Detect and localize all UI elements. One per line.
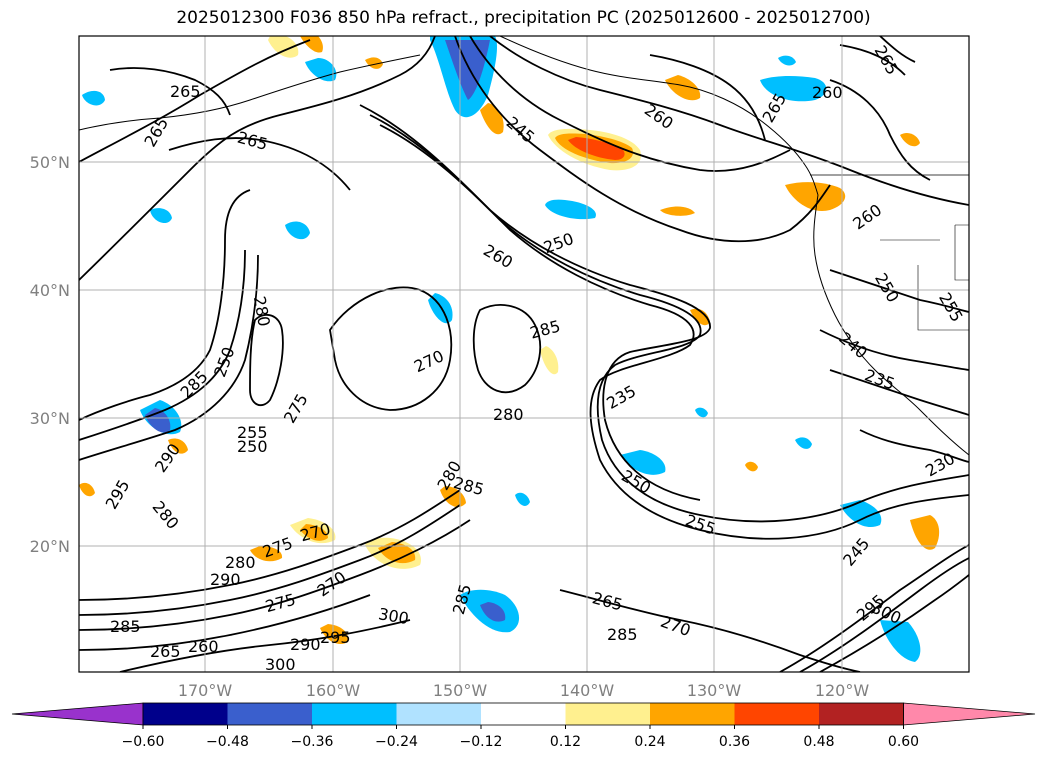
colorbar-tick-label: 0.12 <box>550 734 581 750</box>
colorbar-tick-label: −0.24 <box>375 734 418 750</box>
contour-label: 295 <box>320 628 351 647</box>
colorbar-swatch <box>650 703 735 725</box>
map-title: 2025012300 F036 850 hPa refract., precip… <box>176 8 871 28</box>
contour-label: 290 <box>290 635 321 654</box>
contour-label: 265 <box>170 82 201 101</box>
colorbar-swatch <box>481 703 566 725</box>
lon-label: 120°W <box>815 681 870 700</box>
lon-label: 170°W <box>178 681 233 700</box>
colorbar-tick-label: 0.36 <box>719 734 750 750</box>
contour-label: 250 <box>237 437 268 456</box>
lat-label: 30°N <box>30 409 70 428</box>
lat-label: 40°N <box>30 281 70 300</box>
colorbar-swatch <box>227 703 312 725</box>
colorbar-swatch <box>312 703 397 725</box>
contour-label: 260 <box>188 637 219 656</box>
map-frame <box>78 35 970 673</box>
colorbar-swatch <box>396 703 481 725</box>
longitude-labels: 170°W 160°W 150°W 140°W 130°W 120°W <box>178 681 870 700</box>
colorbar-swatch <box>565 703 650 725</box>
colorbar-tick-label: −0.60 <box>122 734 165 750</box>
lon-label: 140°W <box>560 681 615 700</box>
colorbar-tick-label: −0.36 <box>291 734 334 750</box>
refractivity-contours <box>79 36 969 672</box>
lat-label: 20°N <box>30 537 70 556</box>
colorbar-extend-min <box>11 702 144 726</box>
colorbar-swatch <box>143 703 228 725</box>
contour-label: 285 <box>607 625 638 644</box>
colorbar-tick-label: 0.24 <box>634 734 665 750</box>
contour-label: 290 <box>210 570 241 589</box>
lon-label: 150°W <box>433 681 488 700</box>
contour-label: 300 <box>265 655 296 674</box>
graticule <box>79 36 969 672</box>
latitude-labels: 50°N 40°N 30°N 20°N <box>30 153 70 556</box>
colorbar-extend-max <box>903 702 1036 726</box>
contour-label: 285 <box>110 617 141 636</box>
contour-label: 280 <box>493 405 524 424</box>
colorbar: −0.60 −0.48 −0.36 −0.24 −0.12 0.12 0.24 0.36 0.4… <box>11 702 1036 750</box>
colorbar-tick-label: 0.60 <box>888 734 919 750</box>
contour-label: 255 <box>237 423 268 442</box>
lon-label: 160°W <box>306 681 361 700</box>
colorbar-swatch <box>819 703 904 725</box>
colorbar-tick-label: −0.48 <box>206 734 249 750</box>
contour-label: 280 <box>225 553 256 572</box>
colorbar-swatch <box>734 703 819 725</box>
coastlines <box>79 36 969 456</box>
lat-label: 50°N <box>30 153 70 172</box>
contour-label: 265 <box>150 642 181 661</box>
contour-label: 260 <box>812 83 843 102</box>
colorbar-tick-label: −0.12 <box>460 734 503 750</box>
colorbar-outline <box>142 702 904 726</box>
colorbar-tick-label: 0.48 <box>803 734 834 750</box>
lon-label: 130°W <box>687 681 742 700</box>
